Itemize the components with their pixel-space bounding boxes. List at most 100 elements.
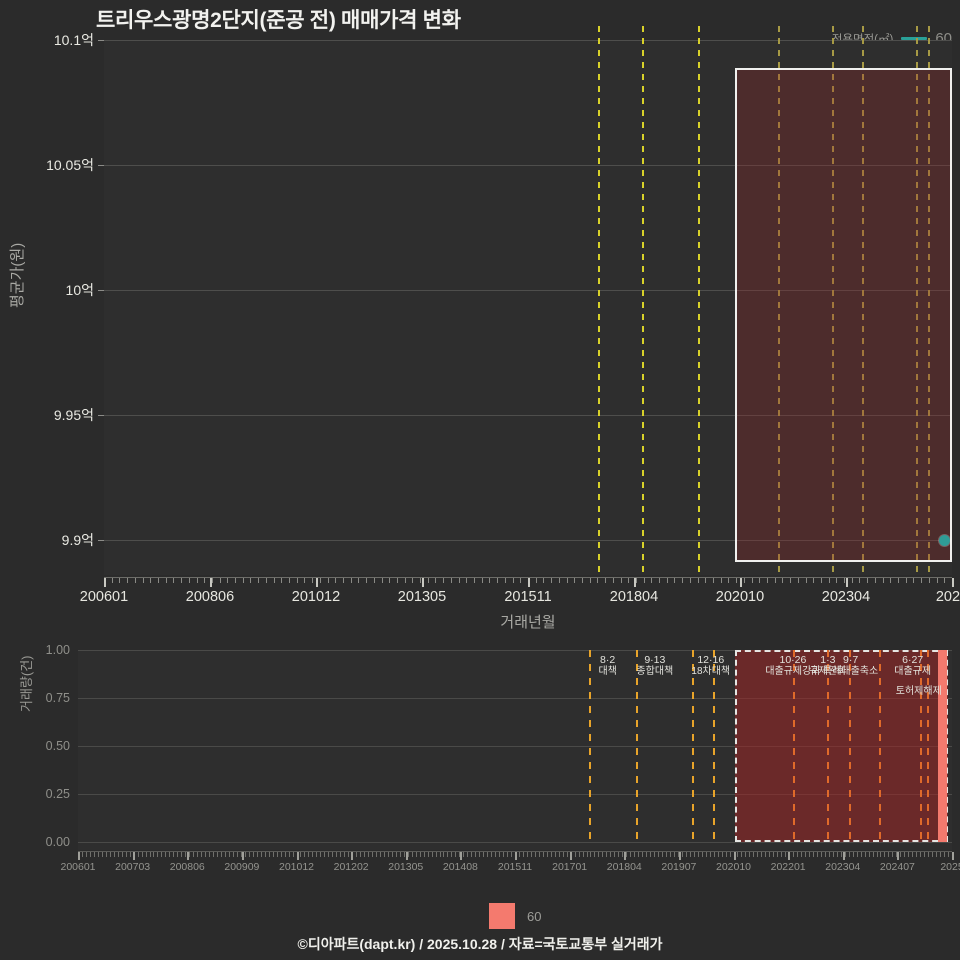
price-x-minor-tick — [689, 578, 691, 583]
policy-annotation: 6·27 대출규제 — [894, 654, 931, 678]
volume-x-minor-tick — [721, 852, 723, 857]
price-x-minor-tick — [566, 578, 568, 583]
price-x-minor-tick — [404, 578, 406, 583]
volume-x-minor-tick — [880, 852, 882, 857]
price-x-minor-tick — [859, 578, 861, 583]
volume-x-tick-label: 201012 — [278, 861, 315, 873]
price-x-minor-tick — [697, 578, 699, 583]
price-policy-line — [641, 26, 644, 575]
volume-x-minor-tick — [797, 852, 799, 857]
volume-x-minor-tick — [197, 852, 199, 857]
price-y-tick-mark — [98, 415, 104, 416]
volume-x-minor-tick — [157, 852, 159, 857]
price-x-minor-tick — [504, 578, 506, 583]
volume-x-minor-tick — [316, 852, 318, 857]
price-x-minor-tick — [659, 578, 661, 583]
volume-x-minor-tick — [276, 852, 278, 857]
volume-x-minor-tick — [642, 852, 644, 857]
volume-x-major-tick — [241, 852, 244, 860]
volume-x-minor-tick — [97, 852, 99, 857]
price-x-minor-tick — [736, 578, 738, 583]
volume-x-minor-tick — [928, 852, 930, 857]
volume-x-minor-tick — [713, 852, 715, 857]
volume-x-minor-tick — [860, 852, 862, 857]
volume-bar[interactable] — [938, 650, 947, 842]
price-x-minor-tick — [342, 578, 344, 583]
price-x-minor-tick — [790, 578, 792, 583]
price-x-minor-tick — [535, 578, 537, 583]
volume-x-minor-tick — [141, 852, 143, 857]
policy-annotation-date: 1·3 — [820, 654, 836, 666]
price-policy-line — [862, 26, 865, 575]
volume-x-minor-tick — [793, 852, 795, 857]
volume-x-tick-label: 201701 — [552, 861, 588, 873]
volume-x-minor-tick — [332, 852, 334, 857]
price-x-minor-tick — [389, 578, 391, 583]
price-x-minor-tick — [774, 578, 776, 583]
volume-gridline — [78, 650, 952, 651]
volume-x-minor-tick — [193, 852, 195, 857]
policy-annotation: 12·16 18차대책 — [691, 654, 730, 678]
volume-x-minor-tick — [638, 852, 640, 857]
volume-x-minor-tick — [665, 852, 667, 857]
footer-credit: ©디아파트(dapt.kr) / 2025.10.28 / 자료=국토교통부 실… — [297, 936, 663, 952]
volume-x-minor-tick — [221, 852, 223, 857]
volume-x-minor-tick — [749, 852, 751, 857]
price-x-major-tick — [952, 578, 954, 587]
price-x-minor-tick — [273, 578, 275, 583]
volume-y-tick-label: 1.00 — [45, 643, 70, 657]
volume-x-minor-tick — [375, 852, 377, 857]
volume-x-minor-tick — [745, 852, 747, 857]
policy-annotation-name: 토허제해제 — [895, 686, 942, 697]
price-x-minor-tick — [196, 578, 198, 583]
volume-x-major-tick — [842, 852, 845, 860]
volume-x-minor-tick — [669, 852, 671, 857]
policy-annotation-date: 9·7 — [843, 654, 859, 666]
volume-x-tick-label: 201804 — [606, 861, 642, 873]
volume-x-minor-tick — [812, 852, 814, 857]
volume-x-minor-tick — [518, 852, 520, 857]
volume-x-minor-tick — [916, 852, 918, 857]
price-x-minor-tick — [890, 578, 892, 583]
volume-x-minor-tick — [93, 852, 95, 857]
volume-x-minor-tick — [948, 852, 950, 857]
price-x-minor-tick — [142, 578, 144, 583]
volume-x-tick-label: 200806 — [169, 861, 205, 873]
volume-x-minor-tick — [936, 852, 938, 857]
policy-annotation-name: 규제완화 — [809, 666, 847, 677]
volume-x-minor-tick — [661, 852, 663, 857]
price-x-minor-tick — [173, 578, 175, 583]
volume-x-minor-tick — [801, 852, 803, 857]
volume-x-tick-label: 201907 — [661, 861, 697, 873]
price-x-minor-tick — [666, 578, 668, 583]
volume-x-minor-tick — [824, 852, 826, 857]
volume-x-minor-tick — [522, 852, 524, 857]
volume-x-minor-tick — [129, 852, 131, 857]
price-y-axis-title: 평균가(원) — [9, 242, 26, 308]
volume-policy-line — [792, 650, 795, 842]
volume-x-minor-tick — [300, 852, 302, 857]
price-gridline — [104, 40, 952, 41]
policy-annotation-name: 특례대출축소 — [823, 666, 879, 677]
volume-x-minor-tick — [209, 852, 211, 857]
volume-x-minor-tick — [737, 852, 739, 857]
volume-x-minor-tick — [459, 852, 461, 857]
page-title: 트리우스광명2단지(준공 전) 매매가격 변화 — [96, 9, 461, 32]
volume-x-minor-tick — [105, 852, 107, 857]
volume-x-minor-tick — [368, 852, 369, 857]
policy-annotation: 9·7 특례대출축소 — [823, 654, 878, 678]
volume-x-major-tick — [624, 852, 627, 860]
volume-x-minor-tick — [387, 852, 389, 857]
volume-x-minor-tick — [777, 852, 779, 857]
volume-x-minor-tick — [264, 852, 266, 857]
volume-x-tick-label: 2025 — [940, 861, 960, 873]
volume-x-minor-tick — [562, 852, 564, 857]
volume-y-tick-label: 0.00 — [45, 835, 70, 849]
policy-annotation-date: 9·13 — [644, 654, 666, 666]
price-y-tick-mark — [98, 290, 104, 291]
volume-policy-line — [636, 650, 639, 842]
price-policy-line — [778, 26, 781, 575]
price-data-point[interactable] — [939, 535, 950, 546]
price-y-tick-label: 9.9억 — [61, 532, 94, 548]
price-x-minor-tick — [258, 578, 260, 583]
